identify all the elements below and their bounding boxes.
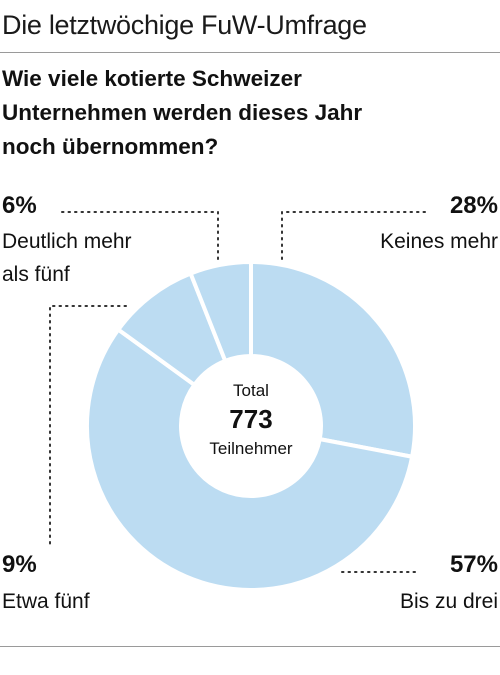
value-label-bis-zu-drei: 57% (450, 551, 498, 578)
title-line-3: noch übernommen? (2, 134, 219, 159)
category-label-etwa-fuenf: Etwa fünf (2, 590, 90, 613)
center-total-value: 773 (229, 404, 272, 434)
category-label-deutlich-mehr-line1: Deutlich mehr (2, 230, 132, 253)
leader-lines (49, 211, 426, 573)
top-rule (0, 52, 500, 53)
value-label-etwa-fuenf: 9% (2, 551, 37, 578)
leader-line-etwa-fuenf (49, 305, 127, 546)
value-label-keines-mehr: 28% (450, 192, 498, 219)
bottom-rule (0, 646, 500, 647)
leader-line-deutlich-mehr (61, 211, 219, 263)
donut-hole (181, 356, 321, 496)
title-line-2: Unternehmen werden dieses Jahr (2, 100, 363, 125)
category-label-keines-mehr: Keines mehr (380, 230, 498, 253)
category-label-bis-zu-drei: Bis zu drei (400, 590, 498, 613)
chart-title: Wie viele kotierte Schweizer Unternehmen… (2, 62, 492, 164)
kicker-title: Die letztwöchige FuW-Umfrage (2, 10, 367, 40)
title-line-1: Wie viele kotierte Schweizer (2, 66, 302, 91)
value-label-deutlich-mehr: 6% (2, 192, 37, 219)
center-participants-label: Teilnehmer (209, 439, 292, 458)
center-total-label: Total (233, 381, 269, 400)
leader-line-keines-mehr (281, 211, 426, 263)
donut-slices (85, 260, 417, 592)
category-label-deutlich-mehr-line2: als fünf (2, 263, 70, 286)
